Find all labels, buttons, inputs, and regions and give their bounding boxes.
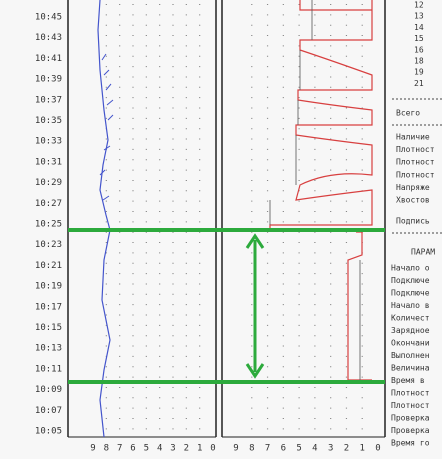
arrow-heads xyxy=(245,233,265,379)
param-item: Начало в xyxy=(391,301,430,310)
param-item: Зарядное xyxy=(391,326,430,335)
time-label: 10:45 xyxy=(35,13,62,23)
summary-item: Плотност xyxy=(396,158,435,167)
summary-item: Плотност xyxy=(396,145,435,154)
time-label: 10:05 xyxy=(35,427,62,437)
param-item: Подключе xyxy=(391,289,430,298)
param-item: Плотност xyxy=(391,401,430,410)
scale-label: 0 xyxy=(375,444,380,454)
scale-label: 2 xyxy=(184,444,189,454)
scale-label: 3 xyxy=(170,444,175,454)
param-item: Проверка xyxy=(391,426,430,435)
trace-gray xyxy=(269,0,361,380)
trace-blue xyxy=(97,0,111,438)
time-label: 10:37 xyxy=(35,95,62,105)
time-label: 10:25 xyxy=(35,220,62,230)
param-item: Величина xyxy=(391,364,430,373)
param-item: Выполнен xyxy=(391,351,430,360)
scale-label: 1 xyxy=(360,444,365,454)
texts: 10:45 10:43 10:41 10:39 10:37 10:35 10:33 10:31… xyxy=(35,13,381,454)
scale-label: 2 xyxy=(344,444,349,454)
scale-label: 1 xyxy=(197,444,202,454)
param-item: Начало о xyxy=(391,264,430,273)
time-label: 10:11 xyxy=(35,364,62,374)
time-label: 10:27 xyxy=(35,199,62,209)
scale-label: 0 xyxy=(210,444,215,454)
row-number: 16 xyxy=(414,45,424,54)
scale-label: 6 xyxy=(281,444,286,454)
scale-label: 3 xyxy=(328,444,333,454)
row-number: 14 xyxy=(414,23,424,32)
time-label: 10:15 xyxy=(35,323,62,333)
param-item: Время в xyxy=(391,376,425,385)
scale-label: 4 xyxy=(312,444,317,454)
trace-blue-ticks xyxy=(99,53,114,201)
param-item: Подключе xyxy=(391,276,430,285)
time-label: 10:41 xyxy=(35,54,62,64)
scale-label: 6 xyxy=(130,444,135,454)
time-label: 10:43 xyxy=(35,33,62,43)
time-label: 10:29 xyxy=(35,178,62,188)
section-heading: ПАРАМ xyxy=(411,248,435,257)
scale-label: 4 xyxy=(157,444,162,454)
row-number: 18 xyxy=(414,57,424,66)
summary-item: Напряже xyxy=(396,183,430,192)
param-item: Количест xyxy=(391,314,430,323)
section-heading: Всего xyxy=(396,109,420,118)
scale-label: 5 xyxy=(144,444,149,454)
time-label: 10:19 xyxy=(35,282,62,292)
time-label: 10:09 xyxy=(35,385,62,395)
param-item: Проверка xyxy=(391,414,430,423)
param-item: Окончани xyxy=(391,339,430,348)
scale-label: 7 xyxy=(265,444,270,454)
time-label: 10:17 xyxy=(35,302,62,312)
param-item: Время го xyxy=(391,439,430,448)
row-number: 13 xyxy=(414,12,424,21)
time-label: 10:33 xyxy=(35,137,62,147)
time-label: 10:35 xyxy=(35,116,62,126)
side-texts: 12 13 14 15 16 18 19 21 Всего Наличие Плотност Плот… xyxy=(391,1,435,448)
scale-label: 7 xyxy=(117,444,122,454)
scale-label: 9 xyxy=(233,444,238,454)
scale-label: 9 xyxy=(90,444,95,454)
time-label: 10:13 xyxy=(35,344,62,354)
time-label: 10:23 xyxy=(35,240,62,250)
row-number: 21 xyxy=(414,79,424,88)
time-label: 10:39 xyxy=(35,75,62,85)
time-label: 10:07 xyxy=(35,406,62,416)
summary-item: Плотност xyxy=(396,170,435,179)
row-number: 12 xyxy=(414,1,424,10)
time-label: 10:31 xyxy=(35,157,62,167)
param-item: Плотност xyxy=(391,389,430,398)
time-label: 10:21 xyxy=(35,261,62,271)
signature: Подпись xyxy=(396,217,430,226)
scale-label: 8 xyxy=(249,444,254,454)
scale-label: 8 xyxy=(104,444,109,454)
summary-item: Хвостов xyxy=(396,196,430,205)
row-number: 15 xyxy=(414,34,424,43)
scale-label: 5 xyxy=(296,444,301,454)
summary-item: Наличие xyxy=(396,133,430,142)
row-number: 19 xyxy=(414,68,424,77)
